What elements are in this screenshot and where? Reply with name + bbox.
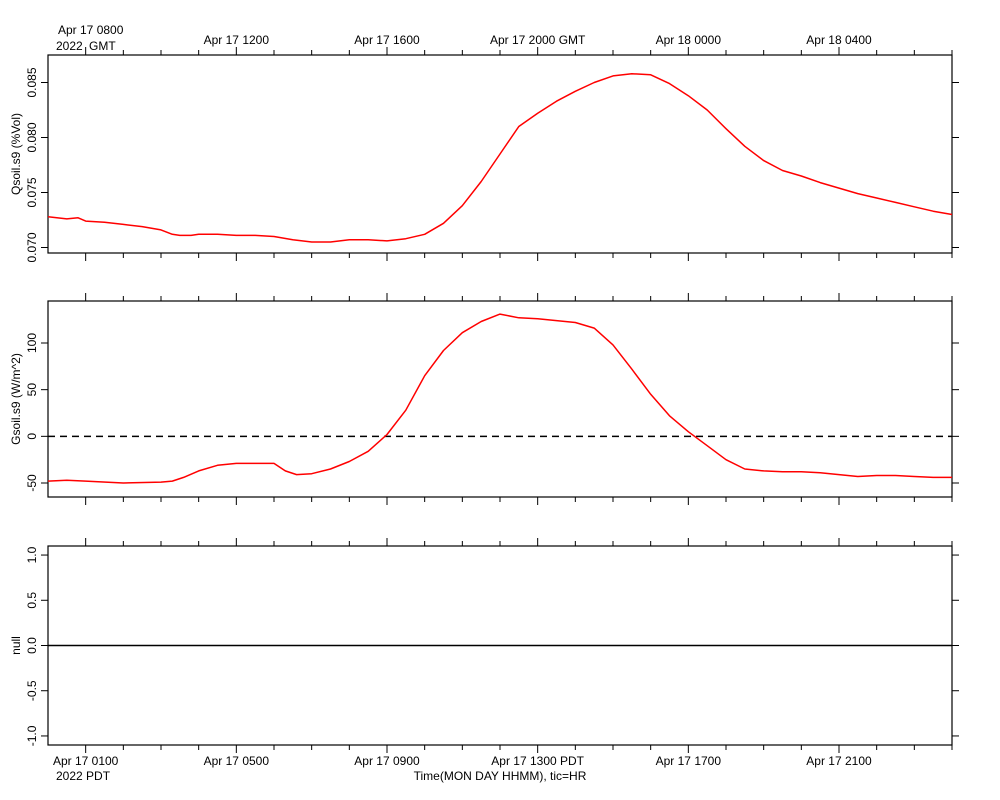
top-axis-first-tick-label: Apr 17 0800 (58, 23, 124, 37)
y-tick-label: -50 (25, 474, 39, 492)
bottom-axis-year-label: 2022 PDT (56, 769, 111, 783)
bottom-axis-tick-label: Apr 17 0500 (204, 754, 270, 768)
top-axis-timezone-label: GMT (89, 39, 116, 53)
series-line (47, 313, 952, 484)
bottom-axis-tick-label: Apr 17 1700 (656, 754, 722, 768)
y-tick-label: 0.075 (25, 177, 39, 207)
series-line (47, 72, 953, 243)
panel-1: 0.070 0.075 0.080 0.085 Qsoil.s9 (%Vol) (9, 47, 959, 263)
y-axis-label: Qsoil.s9 (%Vol) (9, 113, 23, 195)
y-tick-label: 0.085 (25, 67, 39, 97)
x-axis-label: Time(MON DAY HHMM), tic=HR (414, 769, 587, 783)
top-axis-year-label: 2022 (56, 39, 83, 53)
top-axis-tick-label: Apr 18 0000 (656, 33, 722, 47)
y-tick-label: 0.080 (25, 122, 39, 152)
bottom-axis-tick-label: Apr 17 1300 PDT (491, 754, 584, 768)
bottom-axis-tick-label: Apr 17 2100 (806, 754, 872, 768)
y-tick-label: 0.0 (25, 637, 39, 654)
y-tick-label: 1.0 (25, 546, 39, 563)
bottom-axis-tick-label: Apr 17 0900 (354, 754, 420, 768)
y-tick-label: 100 (25, 333, 39, 353)
y-axis-label: Gsoil.s9 (W/m^2) (9, 353, 23, 445)
plot-frame (47, 300, 953, 498)
y-tick-label: 0.070 (25, 232, 39, 262)
y-tick-label: -1.0 (25, 725, 39, 746)
y-tick-label: 0.5 (25, 592, 39, 609)
y-tick-label: 0 (25, 433, 39, 440)
top-axis-tick-label: Apr 17 2000 GMT (490, 33, 586, 47)
panel-3: -1.0 -0.5 0.0 0.5 1.0 null (9, 538, 959, 753)
y-tick-label: 50 (25, 383, 39, 397)
top-axis-tick-label: Apr 17 1200 (204, 33, 270, 47)
bottom-axis-tick-label: Apr 17 0100 (53, 754, 119, 768)
y-axis-label: null (9, 636, 23, 655)
y-tick-label: -0.5 (25, 680, 39, 701)
top-axis-tick-label: Apr 17 1600 (354, 33, 420, 47)
top-axis-tick-label: Apr 18 0400 (806, 33, 872, 47)
